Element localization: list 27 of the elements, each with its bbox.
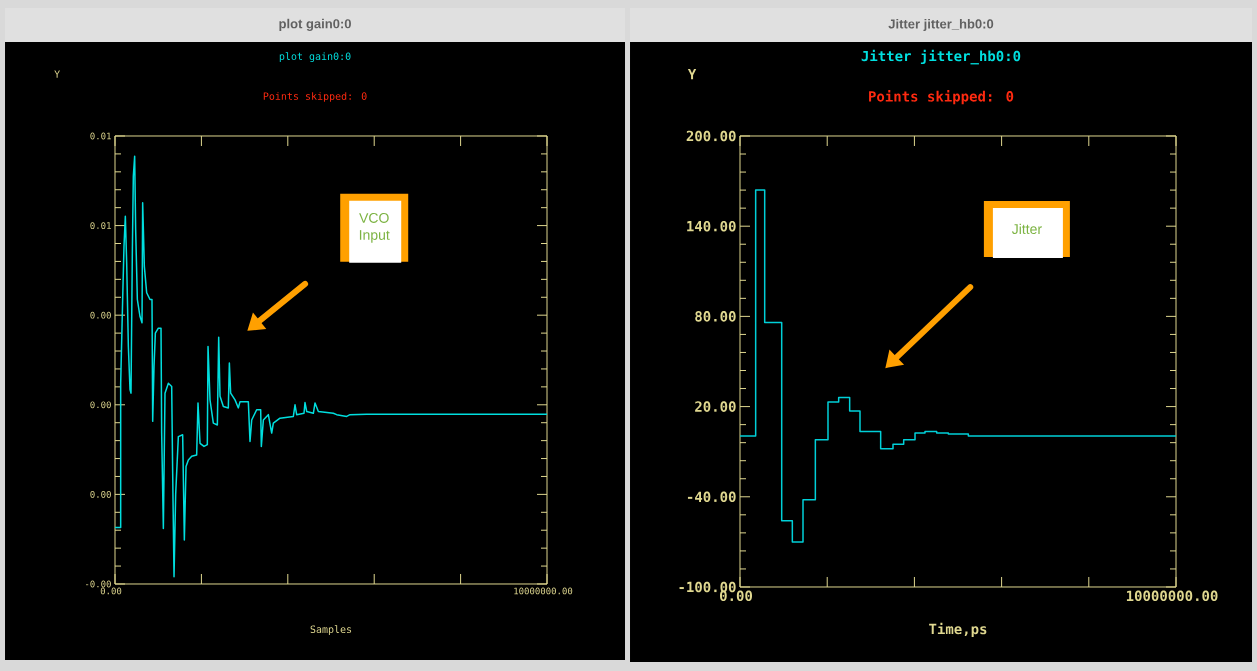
y-tick-label: 20.00 (695, 401, 736, 412)
x-tick-label: 10000000.00 (514, 587, 573, 595)
y-tick-label: 0.01 (90, 222, 111, 229)
y-axis-title: Y (54, 70, 60, 78)
annotation: Jitter (1011, 223, 1042, 235)
text: Jitter jitter_hb0:0 (888, 18, 994, 32)
chart-subtitle: Points skipped: 0 (869, 90, 1014, 105)
y-tick-label: 140.00 (687, 220, 736, 232)
y-axis-title: Y (687, 69, 697, 80)
chart-title: plot gain0:0 (279, 52, 351, 63)
y-tick-label: 200.00 (686, 130, 736, 142)
x-axis-title: Samples (310, 625, 352, 635)
y-tick-label: 0.00 (90, 311, 111, 319)
y-tick-label: -0.00 (85, 580, 111, 588)
x-tick-label: 0.00 (100, 587, 122, 595)
annotation: VCO Input (359, 212, 390, 243)
chart-subtitle: Points skipped: 0 (263, 92, 367, 102)
x-tick-label: 10000000.00 (1126, 590, 1218, 602)
y-tick-label: 0.01 (90, 132, 111, 140)
line-series (114, 155, 548, 578)
x-axis-title: Time,ps (929, 622, 987, 637)
y-tick-label: -40.00 (687, 491, 736, 503)
text: plot gain0:0 (279, 18, 351, 31)
chart-title: Jitter jitter_hb0:0 (861, 49, 1021, 65)
y-tick-label: 80.00 (695, 311, 736, 322)
y-tick-label: 0.00 (90, 490, 111, 498)
y-tick-label: 0.00 (90, 401, 111, 409)
